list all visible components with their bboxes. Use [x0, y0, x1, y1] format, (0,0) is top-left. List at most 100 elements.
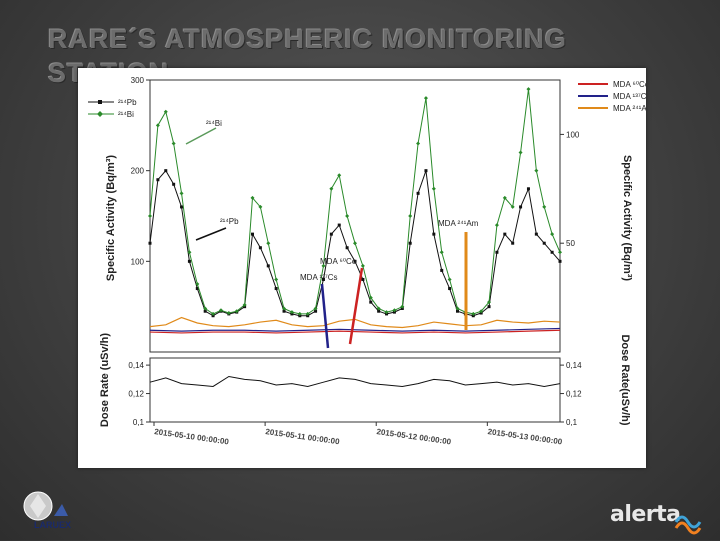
upper-series-1-point: [447, 277, 452, 282]
chart-figure: 100 200 300 50 100 0,1 0,12 0,14 0,1 0,12 0,14 …: [78, 68, 646, 468]
lower-series-0-line: [149, 375, 561, 387]
x-tick-label: 2015-05-13 00:00:00: [487, 427, 563, 446]
upper-series-0-point: [495, 250, 499, 254]
upper-series-1-point: [479, 309, 484, 314]
upper-series-1-point: [337, 173, 342, 178]
lower-left-ticks: 0,1 0,12 0,14: [128, 361, 150, 427]
upper-series-2-line: [149, 329, 561, 334]
upper-series-1-point: [274, 277, 279, 282]
upper-series-0-point: [337, 223, 341, 227]
legend-mda: MDA ⁶⁰Co MDA ¹³⁷Cs MDA ²⁴¹Am: [578, 80, 646, 113]
upper-series-1-point: [487, 300, 492, 305]
upper-series-0-point: [369, 300, 373, 304]
upper-series-0-point: [526, 187, 530, 191]
upper-series-1-point: [518, 150, 523, 155]
upper-series-0-point: [377, 309, 381, 313]
upper-series-1-point: [282, 306, 287, 311]
upper-series-0-point: [164, 169, 168, 173]
upper-series-0-point: [361, 277, 365, 281]
upper-series-3-line: [149, 327, 561, 332]
x-tick-label: 2015-05-12 00:00:00: [376, 427, 452, 446]
upper-series-0-point: [180, 205, 184, 209]
annotation-pb214-arrow: [195, 227, 227, 241]
upper-series-1-point: [526, 87, 531, 92]
lower-right-ticks: 0,1 0,12 0,14: [560, 361, 582, 427]
annotations: ²¹⁴Bi ²¹⁴Pb MDA ⁶⁰Co MDA ¹³⁷Cs MDA ²⁴¹Am: [185, 119, 479, 349]
annotation-co60: MDA ⁶⁰Co: [320, 257, 357, 266]
upper-series-0-point: [203, 309, 207, 313]
upper-left-tick-label: 300: [131, 76, 145, 85]
upper-series-1-point: [471, 311, 476, 316]
upper-right-ticks: 50 100: [560, 130, 580, 248]
upper-series-0-point: [550, 250, 554, 254]
laruex-logo: LARUEX: [10, 486, 100, 536]
x-tick-label: 2015-05-11 00:00:00: [265, 427, 341, 446]
annotation-cs137: MDA ¹³⁷Cs: [300, 273, 338, 282]
upper-series-1-point: [416, 141, 421, 146]
upper-series-1-point: [376, 306, 381, 311]
upper-series-1-point: [400, 304, 405, 309]
legend-radon: ²¹⁴Pb ²¹⁴Bi: [88, 98, 137, 119]
upper-series-1-point: [455, 306, 460, 311]
legend-pb214-marker: [98, 100, 102, 104]
laruex-emblem-icon: [23, 491, 68, 521]
upper-series-0-point: [440, 268, 444, 272]
upper-series-1-point: [313, 306, 318, 311]
upper-series-1-point: [353, 241, 357, 246]
upper-left-tick-label: 100: [131, 257, 145, 266]
lower-right-tick-label: 0,1: [566, 418, 578, 427]
upper-series-1-point: [187, 250, 192, 255]
upper-series-1-point: [203, 306, 208, 311]
legend-pb214-label: ²¹⁴Pb: [118, 98, 137, 107]
upper-series-0-point: [542, 241, 546, 245]
upper-series-0-point: [156, 178, 160, 182]
x-tick-label: 2015-05-10 00:00:00: [154, 427, 230, 446]
legend-cs137-label: MDA ¹³⁷Cs: [613, 92, 646, 101]
upper-series-1-point: [368, 295, 373, 300]
upper-series-1-point: [163, 109, 168, 114]
upper-series-1-point: [392, 308, 397, 313]
upper-series-1-point: [179, 191, 184, 196]
upper-right-tick-label: 50: [566, 239, 575, 248]
upper-series-1-point: [542, 204, 547, 209]
legend-am241-label: MDA ²⁴¹Am: [613, 104, 646, 113]
alerta-wave-icon: [674, 515, 702, 535]
legend-bi214-label: ²¹⁴Bi: [118, 110, 134, 119]
annotation-bi214: ²¹⁴Bi: [206, 119, 222, 128]
upper-series-1-point: [297, 311, 302, 316]
upper-series-1-point: [384, 310, 389, 315]
upper-series-0-point: [416, 191, 420, 195]
upper-series-1-point: [345, 214, 350, 218]
annotation-am241: MDA ²⁴¹Am: [438, 219, 479, 228]
upper-series-1-point: [558, 250, 562, 255]
annotation-bi214-arrow: [185, 127, 217, 145]
upper-series-0-point: [274, 287, 278, 291]
upper-series-0-point: [282, 309, 286, 313]
upper-series-1-point: [305, 311, 310, 316]
upper-series-0-point: [266, 264, 270, 268]
upper-series-0-point: [432, 232, 436, 236]
upper-series-0-point: [448, 287, 452, 291]
upper-series-0-point: [329, 232, 333, 236]
upper-series-1-point: [423, 96, 428, 101]
upper-series-1-point: [242, 302, 247, 307]
upper-series-1-point: [329, 186, 334, 191]
upper-series-1-point: [195, 282, 200, 286]
upper-series-0-point: [172, 182, 176, 186]
upper-series-1-point: [258, 204, 263, 209]
upper-series-1-point: [408, 214, 413, 218]
upper-series-1-point: [321, 263, 326, 268]
upper-ylabel-left: Specific Activity (Bq/m³): [105, 155, 117, 281]
lower-ylabel-left: Dose Rate (uSv/h): [99, 333, 111, 427]
upper-series-0-point: [321, 277, 325, 281]
upper-series-0-point: [487, 305, 491, 309]
upper-series-1-point: [266, 241, 271, 246]
upper-series-0-point: [424, 169, 428, 173]
upper-series-1-point: [211, 311, 216, 316]
lower-plot-frame: [149, 357, 561, 423]
lower-left-tick-label: 0,12: [128, 390, 144, 399]
upper-series-0-point: [519, 205, 523, 209]
upper-series-0-point: [456, 309, 459, 313]
upper-series-1-point: [148, 214, 152, 218]
